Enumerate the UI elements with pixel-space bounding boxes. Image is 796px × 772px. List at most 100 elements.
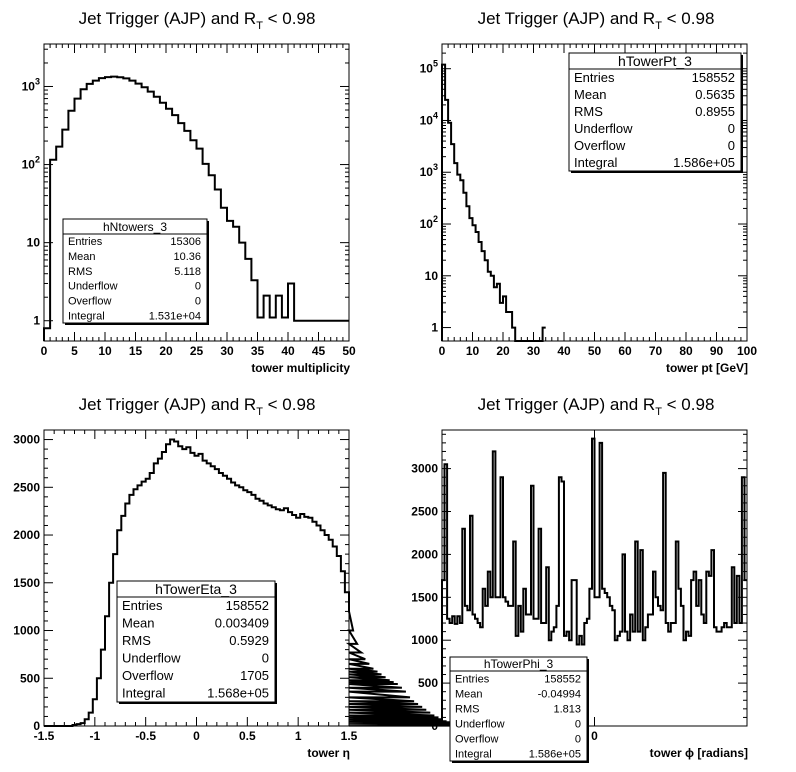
histogram-line bbox=[44, 438, 488, 727]
y-tick-base: 2000 bbox=[13, 528, 40, 542]
y-tick-base: 3000 bbox=[411, 462, 438, 476]
stats-row-label: Mean bbox=[455, 688, 483, 700]
y-tick-base: 0 bbox=[431, 719, 438, 733]
stats-box-name: hNtowers_3 bbox=[103, 220, 167, 234]
y-tick-base: 500 bbox=[20, 671, 40, 685]
stats-row-value: 0 bbox=[262, 651, 269, 666]
stats-row-label: Entries bbox=[574, 70, 615, 85]
y-tick-base: 1 bbox=[33, 314, 40, 328]
stats-row-value: 0 bbox=[195, 295, 201, 307]
chart-title-main: Jet Trigger (AJP) and R bbox=[478, 9, 656, 28]
x-tick-label: -0.5 bbox=[135, 729, 156, 743]
stats-row-value: 0 bbox=[195, 281, 201, 293]
chart-title-tail: < 0.98 bbox=[662, 9, 714, 28]
stats-row-label: Underflow bbox=[574, 121, 633, 136]
x-tick-label: 30 bbox=[527, 344, 541, 358]
stats-box-name: hTowerEta_3 bbox=[155, 581, 237, 597]
chart-panel-1: Jet Trigger (AJP) and RT < 0.980 5 10 15 20 2… bbox=[22, 9, 356, 375]
y-tick-label: 103 bbox=[420, 162, 438, 179]
y-tick-label: 3000 bbox=[411, 462, 438, 476]
stats-row-value: 1705 bbox=[240, 668, 269, 683]
stats-row-label: Integral bbox=[455, 748, 492, 760]
stats-row-label: Underflow bbox=[68, 281, 118, 293]
y-tick-label: 500 bbox=[418, 676, 438, 690]
y-tick-label: 104 bbox=[420, 110, 438, 127]
stats-box-name: hTowerPhi_3 bbox=[484, 657, 554, 671]
x-tick-label: 5 bbox=[71, 344, 78, 358]
y-tick-label: 2000 bbox=[13, 528, 40, 542]
x-tick-label: 100 bbox=[737, 344, 757, 358]
y-tick-label: 1 bbox=[431, 321, 438, 335]
stats-row-value: 0 bbox=[575, 733, 581, 745]
x-tick-label: 50 bbox=[342, 344, 356, 358]
x-tick-label: 35 bbox=[251, 344, 265, 358]
y-tick-base: 10 bbox=[420, 217, 434, 231]
stats-box bbox=[62, 218, 208, 324]
stats-row-label: Integral bbox=[574, 155, 617, 170]
stats-row-value: 10.36 bbox=[173, 251, 201, 263]
y-tick-base: 10 bbox=[425, 269, 439, 283]
histogram-line bbox=[43, 75, 349, 341]
y-tick-label: 2000 bbox=[411, 547, 438, 561]
chart-panel-2: Jet Trigger (AJP) and RT < 0.980 10 20 30 40… bbox=[420, 9, 758, 375]
y-tick-base: 10 bbox=[22, 79, 36, 93]
x-axis-label: tower ϕ [radians] bbox=[650, 746, 748, 760]
y-tick-base: 10 bbox=[420, 113, 434, 127]
chart-title-main: Jet Trigger (AJP) and R bbox=[79, 9, 257, 28]
y-tick-base: 1000 bbox=[13, 624, 40, 638]
x-tick-label: 10 bbox=[466, 344, 480, 358]
stats-row-value: 1.813 bbox=[553, 703, 581, 715]
stats-row-value: -0.04994 bbox=[538, 688, 581, 700]
stats-row-value: 158552 bbox=[544, 673, 581, 685]
x-tick-label: 0 bbox=[591, 729, 598, 743]
stats-row-label: RMS bbox=[455, 703, 479, 715]
y-tick-label: 2500 bbox=[411, 505, 438, 519]
chart-title: Jet Trigger (AJP) and RT < 0.98 bbox=[478, 9, 715, 32]
y-tick-base: 10 bbox=[22, 158, 36, 172]
y-tick-exponent: 5 bbox=[433, 59, 438, 69]
y-tick-label: 3000 bbox=[13, 433, 40, 447]
stats-row-label: RMS bbox=[68, 266, 92, 278]
histogram-line bbox=[441, 63, 546, 342]
y-tick-label: 102 bbox=[420, 214, 438, 231]
stats-row-label: Entries bbox=[68, 236, 103, 248]
stats-row-label: Entries bbox=[122, 598, 163, 613]
chart-panel-4: Jet Trigger (AJP) and RT < 0.98005001000… bbox=[411, 395, 748, 763]
x-tick-label: 25 bbox=[190, 344, 204, 358]
y-tick-exponent: 3 bbox=[433, 162, 438, 172]
y-tick-base: 10 bbox=[27, 236, 41, 250]
y-tick-base: 0 bbox=[33, 719, 40, 733]
stats-row-value: 0 bbox=[575, 718, 581, 730]
y-tick-exponent: 2 bbox=[35, 155, 40, 165]
y-tick-exponent: 2 bbox=[433, 214, 438, 224]
stats-row-label: Underflow bbox=[455, 718, 505, 730]
x-tick-label: 80 bbox=[679, 344, 693, 358]
y-tick-label: 1000 bbox=[411, 633, 438, 647]
stats-box bbox=[116, 580, 276, 703]
y-tick-base: 2000 bbox=[411, 547, 438, 561]
chart-title-tail: < 0.98 bbox=[263, 395, 315, 414]
stats-box-name: hTowerPt_3 bbox=[618, 53, 692, 69]
y-tick-exponent: 3 bbox=[35, 76, 40, 86]
y-tick-base: 1 bbox=[431, 321, 438, 335]
chart-title: Jet Trigger (AJP) and RT < 0.98 bbox=[79, 9, 316, 32]
x-tick-label: 60 bbox=[618, 344, 632, 358]
y-tick-label: 0 bbox=[431, 719, 438, 733]
y-tick-base: 2500 bbox=[411, 505, 438, 519]
y-tick-exponent: 4 bbox=[433, 110, 438, 120]
x-tick-label: 70 bbox=[649, 344, 663, 358]
x-tick-label: 0 bbox=[439, 344, 446, 358]
stats-row-label: Overflow bbox=[574, 138, 626, 153]
y-tick-label: 1500 bbox=[13, 576, 40, 590]
x-tick-label: 15 bbox=[129, 344, 143, 358]
stats-row-label: Mean bbox=[68, 251, 96, 263]
y-tick-label: 105 bbox=[420, 59, 438, 76]
y-tick-base: 10 bbox=[420, 62, 434, 76]
x-tick-label: 0 bbox=[193, 729, 200, 743]
histogram-line bbox=[441, 437, 747, 726]
stats-row-value: 0 bbox=[728, 138, 735, 153]
chart-title-tail: < 0.98 bbox=[662, 395, 714, 414]
x-tick-label: 90 bbox=[710, 344, 724, 358]
stats-row-label: Mean bbox=[122, 616, 155, 631]
